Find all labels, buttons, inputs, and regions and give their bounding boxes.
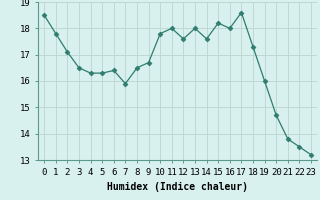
X-axis label: Humidex (Indice chaleur): Humidex (Indice chaleur) bbox=[107, 182, 248, 192]
